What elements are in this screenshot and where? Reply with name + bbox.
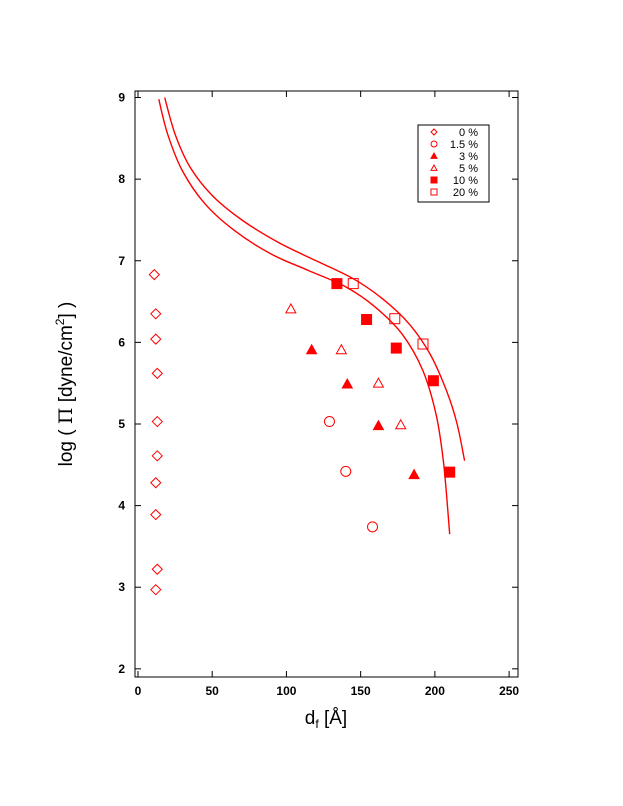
data-point-series-2 — [340, 465, 352, 477]
plot-frame — [134, 90, 519, 678]
x-axis-title-rest: [Å] — [319, 708, 348, 729]
y-tick-label: 8 — [118, 172, 125, 186]
legend-box — [417, 124, 490, 203]
x-tick-label: 200 — [425, 684, 445, 698]
legend: 0 %1.5 %3 %5 %10 %20 % — [417, 124, 490, 203]
legend-marker-6 — [430, 188, 438, 196]
x-tick-label: 100 — [276, 684, 296, 698]
y-tick-label: 9 — [118, 91, 125, 105]
data-point-series-6 — [417, 338, 429, 350]
y-tick-label: 2 — [118, 662, 125, 676]
y-axis-title-post: ] ) — [56, 302, 77, 319]
data-point-series-4 — [335, 343, 348, 355]
data-point-series-1 — [151, 415, 163, 428]
data-point-series-1 — [150, 308, 162, 320]
y-tick-label: 3 — [118, 580, 125, 594]
y-tick-label: 6 — [118, 335, 125, 349]
data-point-series-1 — [151, 450, 163, 462]
data-point-series-4 — [285, 302, 297, 314]
y-tick-label: 4 — [118, 499, 125, 513]
data-point-series-3 — [408, 468, 420, 480]
data-point-series-5 — [331, 278, 343, 290]
data-point-series-1 — [150, 508, 162, 521]
data-point-series-5 — [361, 314, 373, 326]
legend-label-6: 20 % — [453, 187, 478, 199]
legend-label-1: 0 % — [459, 127, 478, 139]
data-point-series-1 — [150, 477, 162, 489]
y-axis-title-mid: [dyne/cm — [56, 325, 77, 407]
x-tick-label: 50 — [206, 684, 220, 698]
data-point-series-2 — [367, 521, 379, 533]
legend-marker-4 — [430, 163, 438, 171]
y-axis-title-sup: 2 — [53, 318, 67, 325]
legend-label-4: 5 % — [459, 163, 478, 175]
data-point-series-5 — [390, 342, 402, 354]
legend-marker-2 — [430, 140, 438, 148]
data-point-series-3 — [305, 343, 318, 355]
x-tick-label: 150 — [351, 684, 371, 698]
x-axis-title-sub: f — [315, 717, 319, 731]
legend-marker-5 — [430, 176, 438, 184]
data-point-series-6 — [347, 278, 359, 290]
y-axis: 2 3 4 5 6 7 8 9 — [118, 91, 518, 676]
fit-curves — [158, 97, 466, 535]
legend-marker-3 — [430, 151, 438, 159]
y-axis-title-pre: log ( — [56, 424, 77, 466]
x-tick-label: 0 — [135, 684, 142, 698]
data-point-series-1 — [150, 583, 162, 596]
y-axis-title: log ( Π [dyne/cm2] ) — [53, 302, 77, 467]
data-point-series-1 — [151, 563, 163, 575]
x-axis: 0 50 100 150 200 250 — [135, 91, 519, 698]
data-point-series-5 — [444, 466, 456, 478]
data-point-series-4 — [372, 377, 385, 388]
y-tick-label: 5 — [118, 417, 125, 431]
data-point-series-6 — [389, 313, 401, 325]
legend-label-2: 1.5 % — [450, 139, 478, 151]
data-point-series-1 — [151, 367, 163, 380]
data-point-series-3 — [372, 419, 385, 431]
x-axis-title: df [Å] — [305, 708, 347, 731]
y-tick-label: 7 — [118, 254, 125, 268]
fit-curve-2 — [164, 97, 466, 461]
data-point-series-1 — [148, 268, 161, 281]
data-points — [148, 268, 456, 596]
legend-label-3: 3 % — [459, 151, 478, 163]
data-point-series-4 — [394, 418, 407, 430]
y-axis-title-greek: Π — [55, 408, 77, 425]
data-point-series-1 — [150, 333, 162, 345]
legend-marker-1 — [430, 128, 438, 136]
data-point-series-5 — [427, 375, 439, 387]
fit-curve-1 — [158, 99, 451, 535]
x-axis-title-main: d — [305, 708, 316, 729]
data-point-series-3 — [341, 377, 354, 389]
x-tick-label: 250 — [499, 684, 519, 698]
legend-label-5: 10 % — [453, 175, 478, 187]
data-point-series-2 — [323, 416, 335, 428]
